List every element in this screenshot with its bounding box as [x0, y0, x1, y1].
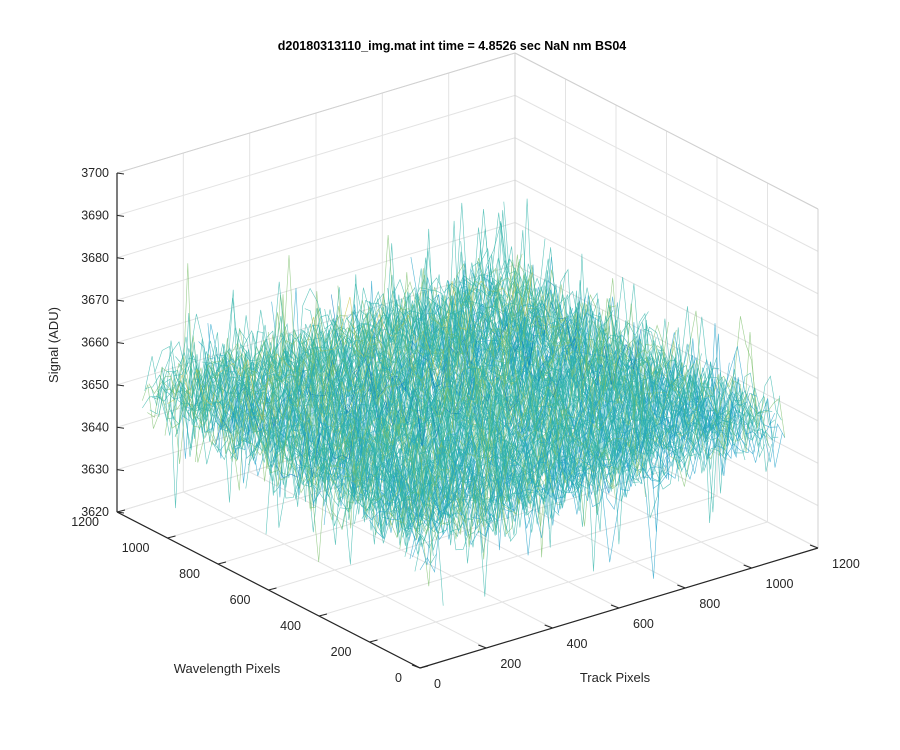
x-tick-label: 1200 — [832, 557, 860, 571]
surface-line — [157, 253, 523, 429]
grid-line — [369, 521, 768, 643]
x-tick-mark — [411, 664, 421, 669]
surface-line — [182, 283, 548, 429]
x-tick-label: 0 — [434, 677, 441, 691]
z-tick-label: 3660 — [81, 336, 109, 350]
grid-line — [514, 222, 819, 379]
y-axis-label: Wavelength Pixels — [174, 661, 281, 676]
x-tick-label: 400 — [567, 637, 588, 651]
surface-line — [220, 296, 586, 448]
surface-line — [308, 342, 674, 483]
x-tick-mark — [610, 604, 620, 609]
z-tick-mark — [116, 384, 125, 387]
box-edge — [116, 52, 516, 174]
z-tick-mark — [116, 342, 125, 344]
grid-line — [116, 179, 516, 301]
surface-line — [253, 319, 619, 458]
z-tick-mark — [116, 469, 125, 472]
grid-line — [514, 264, 819, 422]
x-tick-label: 800 — [699, 597, 720, 611]
y-tick-mark — [268, 587, 277, 591]
y-tick-mark — [318, 613, 328, 617]
grid-line — [116, 94, 516, 216]
y-tick-label: 400 — [280, 619, 301, 633]
z-tick-mark — [116, 214, 125, 217]
x-tick-mark — [544, 624, 553, 629]
grid-line — [514, 137, 819, 295]
surface-line — [280, 352, 647, 499]
x-tick-mark — [809, 544, 819, 549]
surface-line — [404, 399, 770, 557]
z-tick-label: 3650 — [81, 378, 109, 392]
z-tick-label: 3630 — [81, 463, 109, 477]
x-tick-mark — [478, 644, 487, 649]
surface-line — [149, 271, 515, 415]
surface-line — [164, 255, 531, 469]
surface-line — [328, 359, 695, 541]
surface-line — [503, 201, 782, 436]
x-axis-label: Track Pixels — [580, 670, 651, 685]
z-tick-label: 3690 — [81, 208, 109, 222]
z-tick-mark — [116, 257, 125, 260]
grid-line — [514, 94, 819, 252]
surface-line — [283, 311, 649, 503]
surface-line — [240, 314, 606, 508]
surface-line — [374, 319, 653, 485]
surface-mesh — [142, 198, 786, 606]
z-tick-mark — [116, 426, 125, 429]
z-tick-mark — [116, 299, 125, 302]
z-tick-mark — [116, 172, 125, 175]
x-tick-mark — [677, 584, 686, 589]
y-tick-label: 0 — [395, 671, 402, 685]
x-tick-mark — [743, 564, 752, 569]
surface-line — [384, 386, 750, 538]
y-tick-mark — [419, 665, 429, 669]
y-tick-mark — [116, 509, 126, 513]
surface-line — [232, 305, 599, 476]
box-edge — [514, 52, 819, 210]
chart-title: d20180313110_img.mat int time = 4.8526 s… — [278, 39, 627, 53]
surface-line — [238, 309, 604, 512]
z-tick-label: 3680 — [81, 251, 109, 265]
track-axis-ticks: 0 200 400 600 800 1000 1200 — [411, 544, 860, 691]
z-tick-label: 3640 — [81, 420, 109, 434]
surface-line — [144, 247, 510, 399]
z-tick-label: 3670 — [81, 293, 109, 307]
surface-line — [142, 228, 508, 422]
x-tick-label: 600 — [633, 617, 654, 631]
surface-line — [195, 275, 561, 463]
y-tick-mark — [167, 535, 176, 539]
surface-line — [147, 234, 513, 418]
y-tick-label: 800 — [179, 567, 200, 581]
x-tick-label: 1000 — [766, 577, 794, 591]
grid-line — [116, 137, 516, 259]
y-tick-label: 1000 — [122, 541, 150, 555]
y-tick-label: 200 — [331, 645, 352, 659]
grid-line — [116, 222, 516, 343]
surface-line — [162, 208, 528, 436]
y-tick-label: 1200 — [71, 515, 99, 529]
x-tick-label: 200 — [500, 657, 521, 671]
z-axis-ticks: 3620 3630 3640 3650 3660 3670 3680 3690 3700 — [81, 166, 125, 519]
surface-line — [389, 378, 755, 541]
grid-line — [514, 179, 819, 337]
surface-line — [399, 331, 765, 550]
surface-line — [172, 222, 538, 424]
y-tick-mark — [217, 561, 227, 565]
surface-line — [402, 371, 768, 542]
z-tick-label: 3700 — [81, 166, 109, 180]
wavelength-axis-ticks: 0 200 400 600 800 1000 1200 — [71, 509, 429, 685]
y-tick-label: 600 — [230, 593, 251, 607]
z-tick-label: 3620 — [81, 505, 109, 519]
y-tick-mark — [369, 639, 378, 643]
z-axis-label: Signal (ADU) — [46, 307, 61, 383]
